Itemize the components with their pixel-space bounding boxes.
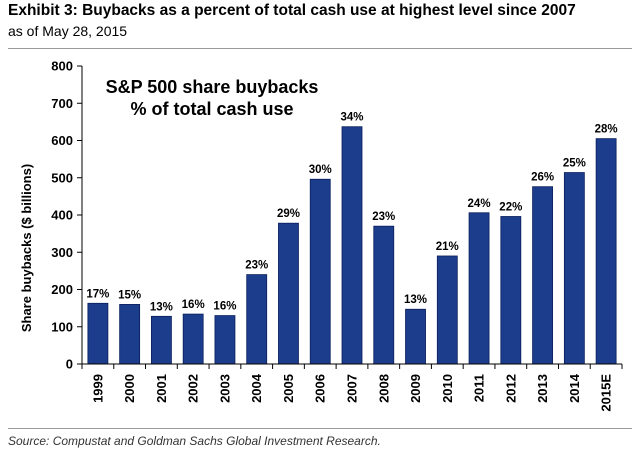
x-tick-label-2013: 2013	[535, 374, 550, 403]
bar-2004	[246, 274, 268, 365]
exhibit-subtitle: as of May 28, 2015	[8, 23, 128, 39]
header-divider	[8, 48, 632, 49]
x-tick-label-2015E: 2015E	[599, 374, 614, 412]
y-tick-label: 400	[51, 208, 73, 223]
data-label-2007: 34%	[340, 112, 363, 124]
bar-2000	[119, 303, 141, 365]
y-tick-label: 700	[51, 96, 73, 111]
data-label-2013: 26%	[531, 172, 554, 184]
x-tick-label-2005: 2005	[281, 374, 296, 403]
exhibit-title: Exhibit 3: Buybacks as a percent of tota…	[8, 2, 576, 19]
y-axis: 0 100 200 300 400 500 600 700 800	[51, 59, 83, 372]
bar-2006	[309, 178, 331, 365]
y-tick-label: 600	[51, 133, 73, 148]
data-labels: 17% 15% 13% 16% 16% 23% 29% 30% 34% 23% 13% 21% 24% 2…	[86, 112, 617, 314]
data-label-2009: 13%	[404, 294, 427, 306]
bar-2013	[532, 186, 553, 365]
data-label-2008: 23%	[372, 211, 395, 223]
y-tick-label: 0	[66, 357, 73, 372]
bar-2010	[436, 255, 458, 365]
bar-2008	[373, 225, 395, 365]
bar-1999	[87, 302, 109, 365]
bar-2015E	[595, 138, 617, 365]
x-tick-label-2006: 2006	[313, 374, 328, 403]
bar-2014	[563, 172, 585, 365]
source-note: Source: Compustat and Goldman Sachs Glob…	[8, 434, 381, 448]
x-tick-label-2012: 2012	[503, 374, 518, 403]
x-tick-label-2009: 2009	[408, 374, 423, 403]
y-axis-title: Share buybacks ($ billions)	[19, 164, 34, 332]
data-label-2006: 30%	[309, 164, 332, 176]
y-tick-label: 100	[51, 319, 73, 334]
x-axis: 1999 2000 2001 2002 2003 2004 2005 2006 2007 2008…	[81, 363, 623, 412]
chart-title-line-1: S&P 500 share buybacks	[106, 77, 319, 97]
x-tick-label-2001: 2001	[154, 374, 169, 403]
x-tick-label-2003: 2003	[217, 374, 232, 403]
x-tick-label-1999: 1999	[90, 374, 105, 403]
y-tick-label: 200	[51, 282, 73, 297]
data-label-2001: 13%	[150, 301, 173, 313]
bar-2002	[182, 313, 204, 365]
x-tick-label-2002: 2002	[186, 374, 201, 403]
data-label-2000: 15%	[118, 289, 141, 301]
x-tick-label-2000: 2000	[122, 374, 137, 403]
bars	[87, 126, 617, 365]
data-label-2004: 23%	[245, 260, 268, 272]
bar-2009	[405, 308, 426, 365]
data-label-2002: 16%	[182, 299, 205, 311]
data-label-2011: 24%	[468, 198, 491, 210]
bar-2003	[214, 315, 236, 365]
chart-title-line-2: % of total cash use	[130, 99, 293, 119]
data-label-2015E: 28%	[595, 124, 618, 136]
data-label-2014: 25%	[563, 158, 586, 170]
x-tick-label-2010: 2010	[440, 374, 455, 403]
x-tick-label-2008: 2008	[376, 374, 391, 403]
x-tick-label-2004: 2004	[249, 373, 264, 403]
data-label-2003: 16%	[213, 301, 236, 313]
data-label-2012: 22%	[499, 201, 522, 213]
data-label-1999: 17%	[86, 288, 109, 300]
bar-2011	[468, 212, 490, 365]
y-tick-label: 800	[51, 59, 73, 74]
data-label-2010: 21%	[436, 241, 459, 253]
data-label-2005: 29%	[277, 208, 300, 220]
x-tick-label-2014: 2014	[567, 373, 582, 403]
buybacks-bar-chart: 0 100 200 300 400 500 600 700 800 17% 15% 13% 16% 16…	[19, 59, 623, 412]
bar-2005	[278, 222, 299, 365]
x-tick-label-2007: 2007	[345, 374, 360, 403]
footer-divider	[8, 428, 632, 429]
y-tick-label: 500	[51, 170, 73, 185]
bar-2007	[341, 126, 363, 365]
y-tick-label: 300	[51, 245, 73, 260]
bar-2012	[500, 216, 522, 365]
x-tick-label-2011: 2011	[472, 374, 487, 402]
bar-2001	[151, 315, 172, 365]
